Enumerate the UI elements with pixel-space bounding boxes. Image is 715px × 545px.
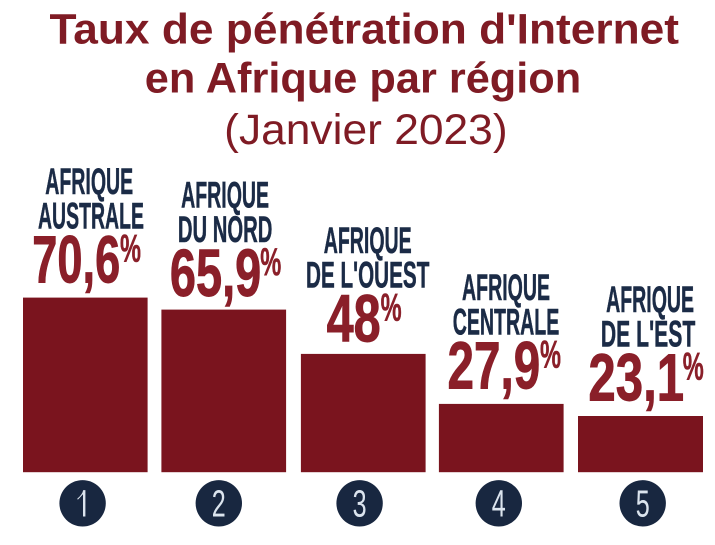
svg-text:AFRIQUE: AFRIQUE (324, 219, 412, 261)
svg-text:%: % (381, 286, 402, 329)
svg-text:AUSTRALE: AUSTRALE (38, 195, 144, 237)
svg-text:AFRIQUE: AFRIQUE (181, 173, 269, 215)
svg-text:%: % (260, 241, 281, 284)
svg-text:3: 3 (353, 483, 367, 525)
svg-text:(Janvier 2023): (Janvier 2023) (224, 106, 507, 153)
svg-text:65,9: 65,9 (170, 237, 261, 311)
svg-text:Taux de pénétration d'Internet: Taux de pénétration d'Internet (50, 6, 680, 54)
svg-text:27,9: 27,9 (448, 329, 541, 403)
svg-text:48: 48 (327, 282, 381, 356)
svg-text:4: 4 (492, 483, 506, 525)
svg-text:%: % (683, 345, 704, 388)
svg-text:AFRIQUE: AFRIQUE (45, 160, 133, 202)
svg-text:AFRIQUE: AFRIQUE (462, 266, 550, 308)
svg-text:DU NORD: DU NORD (178, 208, 273, 250)
svg-text:AFRIQUE: AFRIQUE (606, 278, 694, 320)
svg-text:DE L'EST: DE L'EST (601, 313, 695, 355)
svg-text:5: 5 (636, 483, 650, 525)
svg-text:CENTRALE: CENTRALE (453, 301, 560, 343)
svg-text:%: % (540, 333, 561, 376)
svg-text:2: 2 (212, 483, 226, 525)
svg-text:DE L'OUEST: DE L'OUEST (306, 254, 429, 296)
svg-text:en Afrique par région: en Afrique par région (145, 55, 581, 103)
svg-text:70,6: 70,6 (32, 223, 120, 297)
svg-text:23,1: 23,1 (588, 341, 684, 415)
svg-text:%: % (120, 227, 141, 270)
